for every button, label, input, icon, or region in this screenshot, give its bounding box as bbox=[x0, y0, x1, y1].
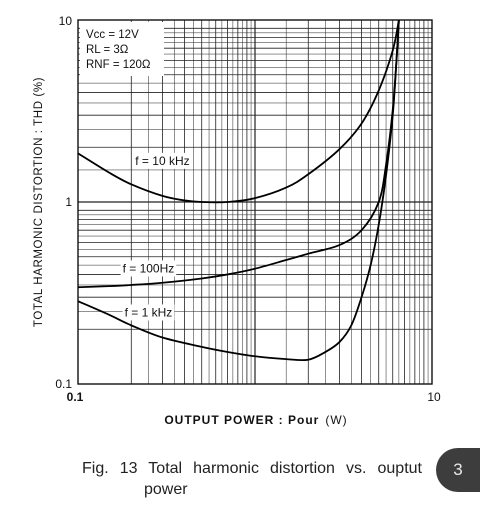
curve-label-2: f = 1 kHz bbox=[125, 305, 173, 319]
caption-line-1: Fig. 13 Total harmonic distortion vs. ou… bbox=[82, 460, 422, 477]
curve-label-backing-1 bbox=[120, 260, 177, 277]
condition-rnf: RNF = 120Ω bbox=[86, 59, 151, 71]
y-tick-label-10: 10 bbox=[59, 14, 73, 28]
series-line-2 bbox=[77, 19, 400, 362]
x-axis-label-main: OUTPUT POWER : Pour bbox=[164, 413, 319, 427]
x-axis-label: OUTPUT POWER : Pour (W) bbox=[164, 413, 347, 427]
curve-label-backing-0 bbox=[133, 152, 192, 169]
y-tick-label-1: 1 bbox=[65, 195, 72, 209]
caption-line-2: power bbox=[144, 481, 188, 498]
y-tick-label-0-1: 0.1 bbox=[55, 377, 72, 391]
curve-labels-layer: f = 10 kHz f = 100Hz f = 1 kHz bbox=[120, 152, 192, 321]
thd-chart: f = 10 kHz f = 100Hz f = 1 kHz Vcc = 12V R… bbox=[33, 14, 441, 427]
series-line-0 bbox=[77, 19, 400, 204]
curve-label-0: f = 10 kHz bbox=[135, 154, 189, 168]
curve-label-backing-2 bbox=[122, 304, 175, 321]
plot-frame bbox=[77, 19, 433, 385]
figure-caption: Fig. 13 Total harmonic distortion vs. ou… bbox=[82, 458, 422, 500]
condition-rl: RL = 3Ω bbox=[86, 44, 129, 56]
condition-vcc: Vcc = 12V bbox=[86, 29, 139, 41]
page-number-badge: 3 bbox=[436, 448, 480, 492]
curve-label-1: f = 100Hz bbox=[123, 261, 175, 275]
x-axis-label-unit: (W) bbox=[325, 413, 347, 427]
x-tick-label-10: 10 bbox=[427, 390, 441, 404]
series-layer bbox=[77, 19, 400, 362]
x-tick-label-0-1: 0.1 bbox=[67, 390, 84, 404]
y-axis-label: TOTAL HARMONIC DISTORTION : THD (%) bbox=[33, 77, 45, 327]
conditions-box bbox=[80, 22, 164, 76]
